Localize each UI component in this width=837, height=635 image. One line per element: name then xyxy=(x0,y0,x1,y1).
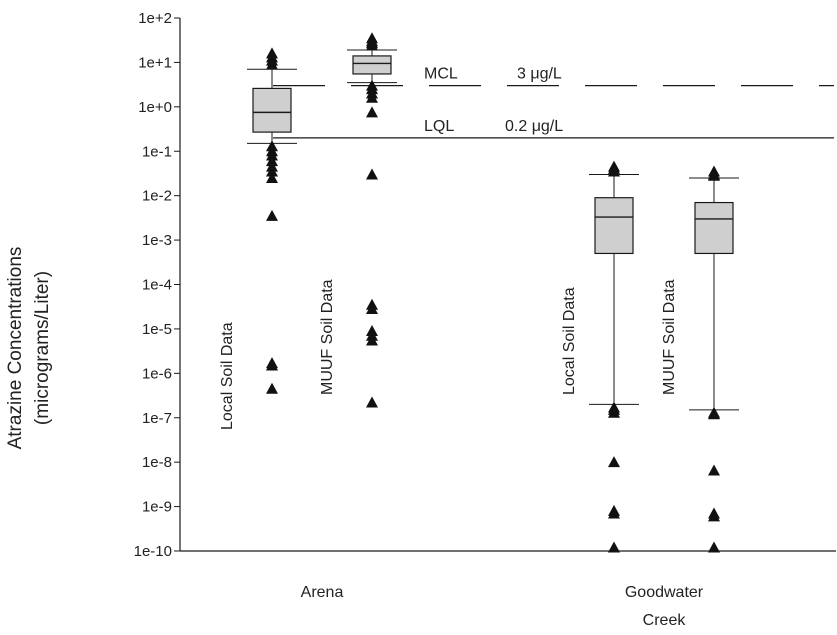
y-tick-label: 1e-10 xyxy=(134,543,172,560)
reference-line-label: LQL xyxy=(424,118,454,135)
outlier-marker xyxy=(708,169,720,181)
y-tick-label: 1e-3 xyxy=(142,232,172,249)
outlier-marker xyxy=(266,171,278,183)
outlier-marker xyxy=(366,168,378,180)
y-tick-label: 1e-4 xyxy=(142,277,172,294)
outlier-marker xyxy=(608,507,620,519)
outlier-marker xyxy=(366,334,378,346)
outlier-marker xyxy=(266,209,278,221)
outlier-marker xyxy=(608,541,620,553)
outlier-marker xyxy=(266,165,278,177)
y-tick-label: 1e-2 xyxy=(142,188,172,205)
y-tick-label: 1e+2 xyxy=(138,10,172,27)
outlier-marker xyxy=(608,165,620,177)
box-iqr xyxy=(352,55,392,75)
outlier-marker xyxy=(608,406,620,418)
y-tick-label: 1e-9 xyxy=(142,499,172,516)
box-iqr xyxy=(252,87,292,133)
reference-line-label: MCL xyxy=(424,66,458,83)
y-tick-label: 1e-6 xyxy=(142,365,172,382)
box-series xyxy=(247,32,739,553)
outlier-marker xyxy=(266,58,278,70)
outlier-marker xyxy=(266,155,278,167)
outlier-marker xyxy=(366,91,378,103)
box-iqr xyxy=(594,197,634,255)
y-axis: 1e+2 1e+1 1e+0 1e-1 1e-2 1e-3 1e-4 1e-5 1e-6 1e-7… xyxy=(134,10,181,560)
y-tick-label: 1e-7 xyxy=(142,410,172,427)
outlier-marker xyxy=(266,359,278,371)
y-axis-units: (micrograms/Liter) xyxy=(32,271,53,425)
y-tick-label: 1e+0 xyxy=(138,99,172,116)
box-iqr xyxy=(694,201,734,255)
series-labels: Local Soil Data MUUF Soil Data Local Soil … xyxy=(219,279,678,430)
series-label: Local Soil Data xyxy=(561,287,578,395)
outlier-marker xyxy=(366,39,378,51)
outlier-marker xyxy=(366,106,378,118)
outlier-marker xyxy=(266,382,278,394)
y-tick-label: 1e-8 xyxy=(142,454,172,471)
outlier-marker xyxy=(266,149,278,161)
x-category-label: Goodwater xyxy=(625,584,704,601)
outlier-marker xyxy=(608,456,620,468)
series-label: MUUF Soil Data xyxy=(661,279,678,395)
reference-lines: MCL 3 μg/L LQL 0.2 μg/L xyxy=(273,66,834,139)
outlier-marker xyxy=(708,464,720,476)
y-axis-title: Atrazine Concentrations xyxy=(5,247,26,450)
outlier-marker xyxy=(708,541,720,553)
outlier-marker xyxy=(366,303,378,315)
x-category-label: Creek xyxy=(643,612,687,629)
x-category-label: Arena xyxy=(301,584,344,601)
reference-line-value: 3 μg/L xyxy=(517,66,562,83)
series-label: MUUF Soil Data xyxy=(319,279,336,395)
outlier-marker xyxy=(366,396,378,408)
reference-line-value: 0.2 μg/L xyxy=(505,118,563,135)
series-label: Local Soil Data xyxy=(219,322,236,430)
outlier-marker xyxy=(708,510,720,522)
y-tick-label: 1e-5 xyxy=(142,321,172,338)
y-tick-label: 1e+1 xyxy=(138,54,172,71)
x-axis: Arena Goodwater Creek xyxy=(180,550,836,629)
outlier-marker xyxy=(708,408,720,420)
y-tick-label: 1e-1 xyxy=(142,143,172,160)
